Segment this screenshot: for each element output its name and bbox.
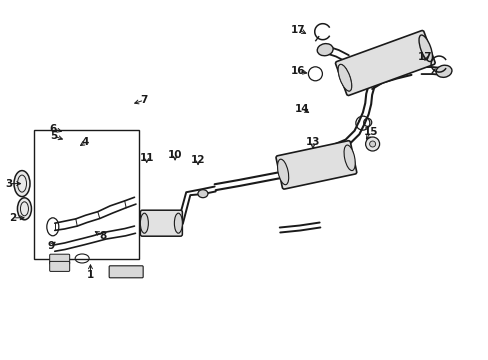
Ellipse shape [198,190,207,198]
Text: 15: 15 [363,127,377,138]
Circle shape [365,137,379,151]
Text: 9: 9 [48,241,55,251]
Text: 12: 12 [190,155,205,165]
Ellipse shape [20,202,28,216]
Ellipse shape [174,213,182,233]
Text: 17: 17 [417,52,432,62]
FancyBboxPatch shape [50,261,69,271]
Text: 17: 17 [290,24,305,35]
Ellipse shape [317,44,332,56]
Text: 11: 11 [139,153,154,163]
FancyBboxPatch shape [109,266,143,278]
Ellipse shape [338,64,351,91]
Text: 1: 1 [87,270,94,280]
Ellipse shape [344,145,354,171]
Ellipse shape [14,171,30,197]
Circle shape [369,141,375,147]
FancyBboxPatch shape [140,210,182,236]
Text: 6: 6 [49,124,56,134]
Text: 7: 7 [140,95,148,105]
Text: 3: 3 [5,179,12,189]
Text: 14: 14 [294,104,309,114]
FancyBboxPatch shape [275,141,356,189]
Text: 10: 10 [167,150,182,160]
Ellipse shape [277,159,288,185]
Ellipse shape [338,64,351,91]
FancyBboxPatch shape [50,254,69,264]
Ellipse shape [435,65,451,77]
Ellipse shape [18,198,31,220]
Text: 5: 5 [50,131,57,141]
Ellipse shape [140,213,148,233]
FancyBboxPatch shape [335,31,434,95]
Text: 2: 2 [9,213,16,223]
Text: 16: 16 [290,66,305,76]
Bar [34,130,139,259]
Text: 13: 13 [305,137,320,147]
Text: 8: 8 [99,231,106,241]
Ellipse shape [18,175,26,192]
Text: 4: 4 [81,137,89,147]
Ellipse shape [418,35,431,62]
